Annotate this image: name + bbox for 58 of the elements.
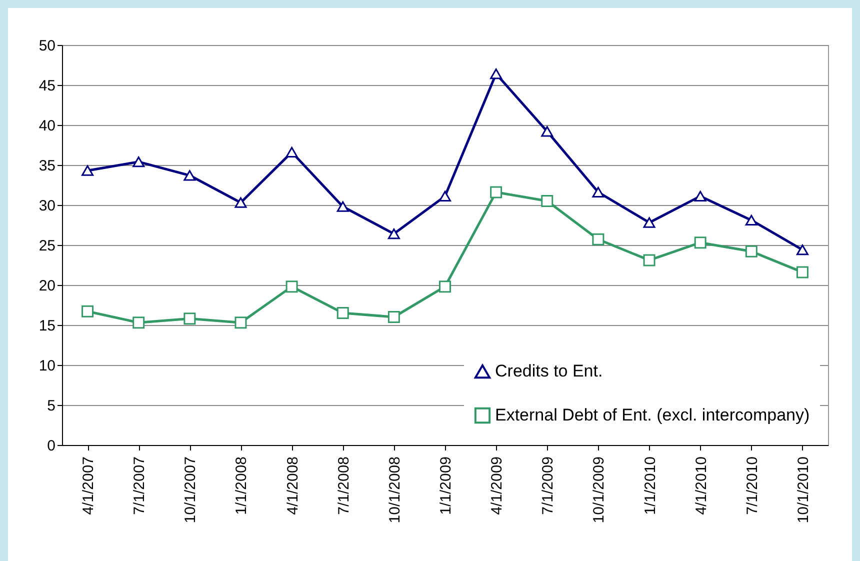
point — [234, 197, 247, 208]
point — [592, 233, 604, 246]
point — [592, 186, 604, 198]
point — [490, 186, 502, 198]
point — [490, 68, 502, 80]
y-tick-label: 0 — [47, 438, 56, 454]
x-tick-label: 10/1/2008 — [386, 456, 404, 524]
point — [234, 316, 247, 329]
point — [132, 316, 145, 329]
x-tick-label: 10/1/2009 — [590, 456, 608, 524]
point — [286, 146, 298, 158]
x-tick-label: 1/1/2010 — [642, 456, 659, 515]
y-tick-label: 30 — [38, 198, 56, 214]
y-tick-label: 40 — [38, 118, 56, 134]
x-tick-label: 10/1/2007 — [182, 456, 200, 524]
point — [541, 195, 554, 207]
x-tick-label: 7/1/2010 — [744, 456, 761, 515]
point — [184, 170, 196, 181]
point — [388, 311, 400, 323]
legend-label: External Debt of Ent. (excl. intercompany) — [495, 406, 810, 424]
point — [82, 305, 94, 318]
y-tick-label: 15 — [38, 318, 56, 334]
x-tick-label: 1/1/2009 — [438, 456, 454, 515]
y-tick-label: 45 — [38, 78, 56, 94]
point — [184, 312, 196, 325]
point — [694, 236, 706, 249]
point — [796, 244, 808, 256]
x-tick-label: 4/1/2007 — [80, 456, 98, 515]
legend-label: Credits to Ent. — [495, 362, 603, 380]
point — [745, 245, 758, 258]
point — [439, 280, 451, 293]
y-tick-label: 25 — [38, 238, 56, 254]
point — [286, 280, 298, 293]
point — [745, 214, 758, 226]
point — [694, 190, 706, 202]
x-tick-label: 4/1/2009 — [488, 456, 506, 515]
y-tick-label: 10 — [38, 358, 56, 374]
y-tick-label: 50 — [38, 38, 56, 54]
y-tick-label: 5 — [47, 398, 56, 414]
x-tick-label: 4/1/2010 — [692, 456, 710, 515]
point — [541, 126, 554, 137]
x-tick-label: 4/1/2008 — [284, 456, 302, 515]
point — [132, 156, 145, 168]
x-tick-label: 1/1/2008 — [233, 456, 250, 515]
point — [336, 307, 349, 319]
point — [82, 165, 94, 176]
y-tick-label: 35 — [38, 158, 56, 174]
x-tick-label: 7/1/2007 — [131, 456, 148, 515]
x-tick-label: 7/1/2009 — [540, 456, 557, 515]
point — [643, 217, 656, 228]
point — [643, 254, 656, 266]
point — [336, 201, 349, 212]
point — [388, 228, 400, 240]
y-tick-label: 20 — [38, 278, 56, 294]
x-tick-label: 7/1/2008 — [335, 456, 352, 515]
point — [439, 190, 451, 202]
x-tick-label: 10/1/2010 — [794, 456, 812, 524]
point — [796, 266, 808, 278]
